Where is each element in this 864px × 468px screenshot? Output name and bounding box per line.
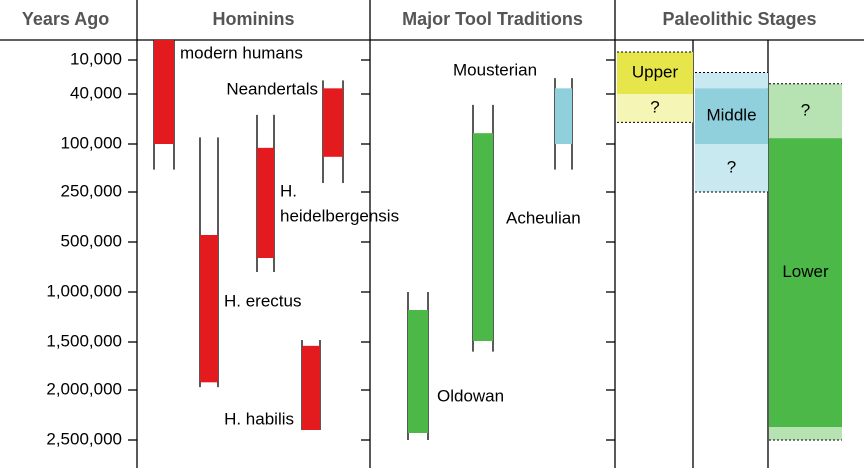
range-bar: [323, 88, 343, 157]
y-tick-label: 250,000: [61, 181, 122, 200]
range-bar: [555, 88, 572, 144]
range-label: Oldowan: [437, 386, 504, 405]
range-bar: [154, 40, 174, 144]
range-label: H. habilis: [224, 409, 294, 428]
stage-label: ?: [801, 100, 810, 119]
column-header: Hominins: [212, 9, 294, 29]
stage-label: Middle: [706, 106, 756, 125]
y-tick-label: 10,000: [70, 49, 122, 68]
stage-segment: [695, 72, 768, 89]
column-header: Paleolithic Stages: [662, 9, 816, 29]
stage-segment: [617, 94, 693, 123]
y-tick-label: 1,500,000: [46, 331, 122, 350]
range-label: Acheulian: [506, 208, 581, 227]
stage-segment: [617, 52, 693, 94]
y-tick-label: 1,000,000: [46, 281, 122, 300]
range-bar: [408, 310, 428, 433]
stage-label: Upper: [632, 62, 679, 81]
stage-label: ?: [650, 98, 659, 117]
range-label: H. erectus: [224, 291, 301, 310]
range-label: H.: [280, 181, 297, 200]
y-tick-label: 100,000: [61, 133, 122, 152]
y-tick-label: 40,000: [70, 83, 122, 102]
column-header: Years Ago: [22, 9, 109, 29]
column-header: Major Tool Traditions: [402, 9, 583, 29]
range-label: heidelbergensis: [280, 206, 399, 225]
range-label: modern humans: [180, 43, 303, 62]
range-bar: [257, 147, 274, 258]
stage-segment: [769, 427, 842, 440]
y-tick-label: 2,000,000: [46, 379, 122, 398]
range-bar: [200, 235, 218, 383]
range-bar: [473, 133, 493, 341]
y-tick-label: 500,000: [61, 231, 122, 250]
range-bar: [302, 345, 320, 430]
stage-segment: [695, 88, 768, 144]
y-tick-label: 2,500,000: [46, 429, 122, 448]
range-label: Neandertals: [226, 79, 318, 98]
stage-segment: [769, 83, 842, 139]
stage-segment: [695, 144, 768, 192]
stage-label: Lower: [782, 262, 829, 281]
stage-label: ?: [727, 157, 736, 176]
range-label: Mousterian: [453, 60, 537, 79]
stage-segment: [769, 138, 842, 427]
